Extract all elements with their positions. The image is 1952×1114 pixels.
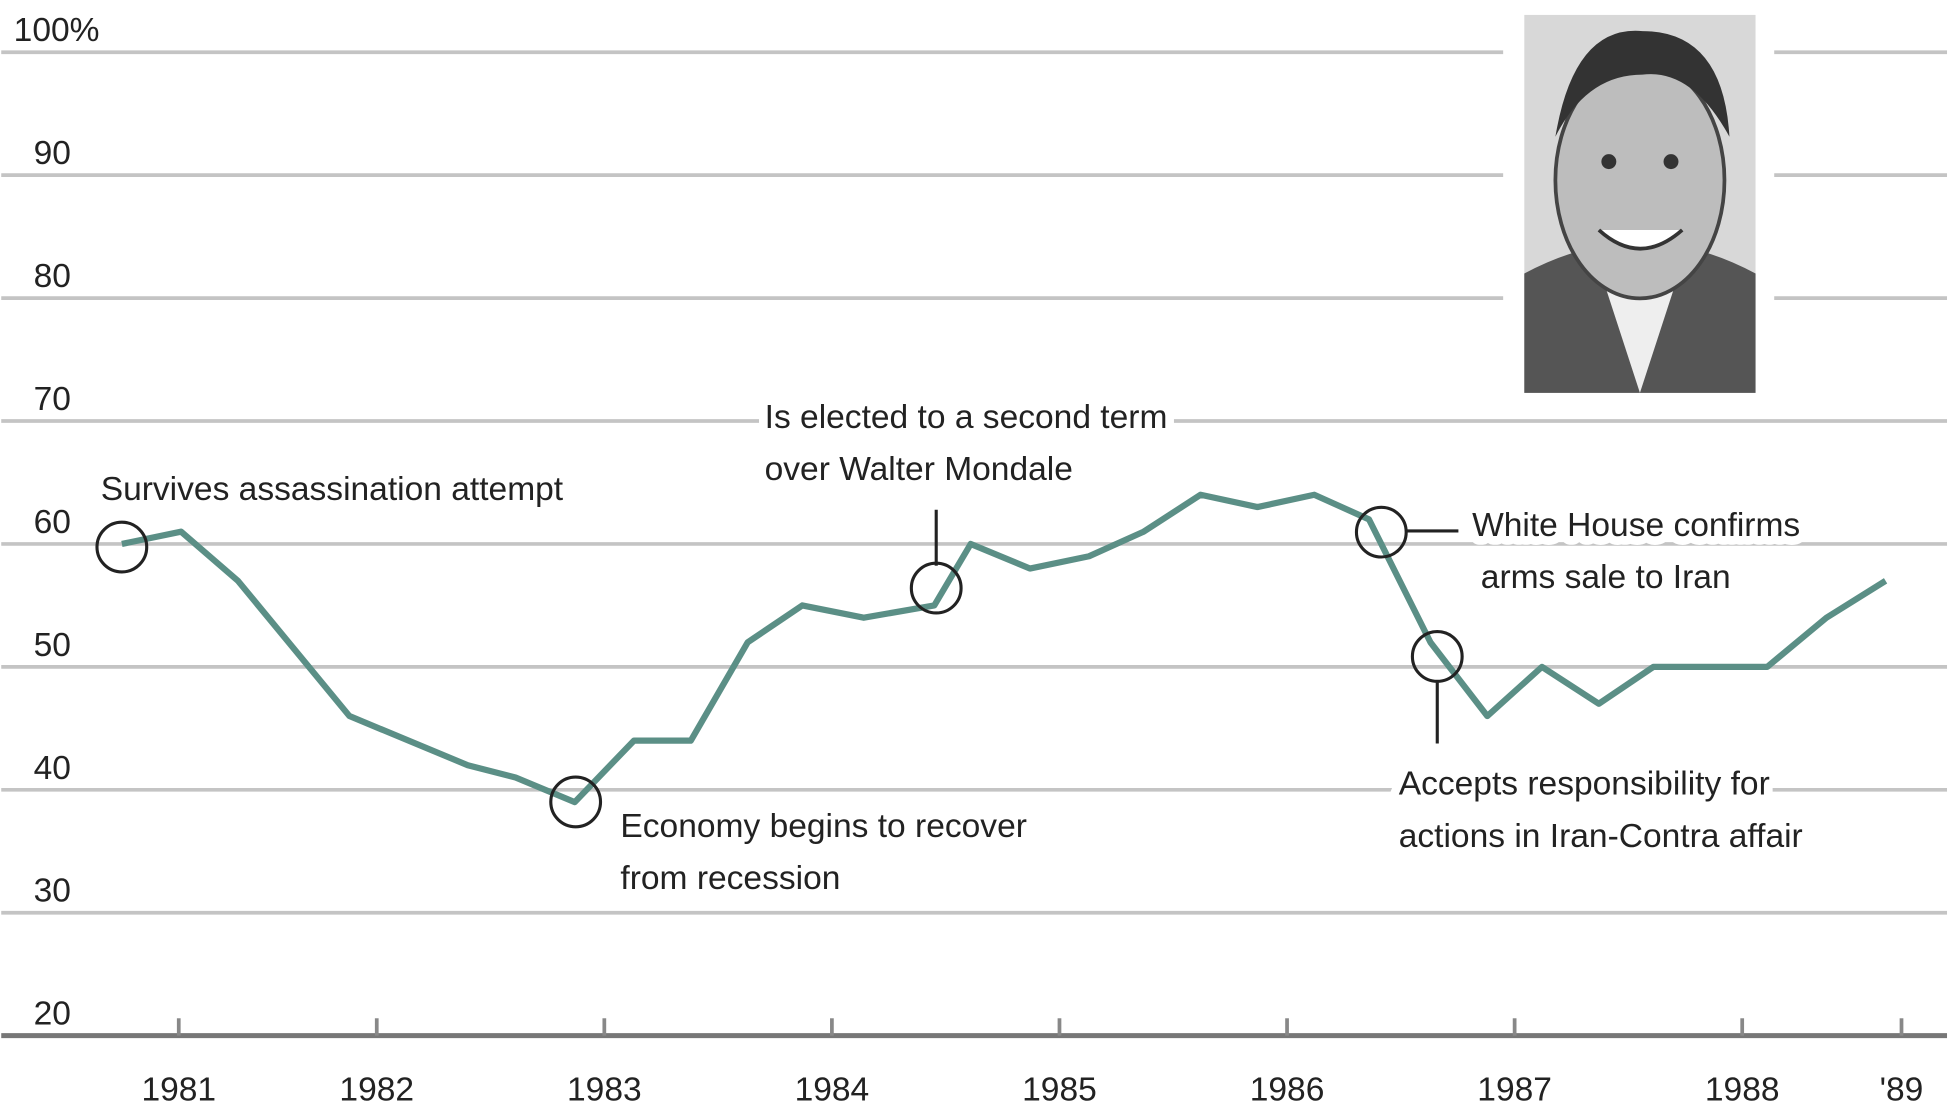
x-tick-label: 1986 bbox=[1250, 1071, 1325, 1108]
y-tick-label: 30 bbox=[34, 873, 71, 910]
x-tick-label: 1982 bbox=[339, 1071, 414, 1108]
annotation: White House confirms bbox=[1472, 507, 1800, 544]
annotation-circle bbox=[549, 775, 603, 829]
annotation: Is elected to a second term bbox=[765, 399, 1168, 436]
x-tick-label: 1984 bbox=[795, 1071, 870, 1108]
annotation: Accepts responsibility for bbox=[1399, 766, 1770, 803]
y-tick-label: 80 bbox=[34, 258, 71, 295]
annotation: arms sale to Iran bbox=[1481, 559, 1731, 596]
annotation: Survives assassination attempt bbox=[101, 471, 564, 508]
annotation-circle bbox=[95, 520, 149, 574]
y-tick-label: 70 bbox=[34, 381, 71, 418]
y-tick-label: 90 bbox=[34, 135, 71, 172]
x-tick-label: 1988 bbox=[1705, 1071, 1780, 1108]
portrait bbox=[1503, 0, 1775, 411]
y-tick-label: 20 bbox=[34, 996, 71, 1033]
x-tick-label: 1983 bbox=[567, 1071, 642, 1108]
x-tick-label: 1987 bbox=[1477, 1071, 1552, 1108]
x-tick-label: '89 bbox=[1880, 1071, 1924, 1108]
annotation: Economy begins to recover bbox=[620, 808, 1027, 845]
annotation-circle bbox=[1410, 630, 1464, 683]
annotation-circle bbox=[1354, 505, 1408, 559]
x-tick-label: 1985 bbox=[1022, 1071, 1097, 1108]
x-tick-label: 1981 bbox=[141, 1071, 216, 1108]
annotation: actions in Iran-Contra affair bbox=[1399, 818, 1803, 855]
data-line bbox=[121, 491, 1888, 806]
y-tick-label: 100% bbox=[14, 12, 100, 49]
y-tick-label: 50 bbox=[34, 627, 71, 664]
annotation: from recession bbox=[620, 860, 840, 897]
y-tick-label: 40 bbox=[34, 750, 71, 787]
annotation: over Walter Mondale bbox=[765, 451, 1073, 488]
y-tick-label: 60 bbox=[34, 504, 71, 541]
